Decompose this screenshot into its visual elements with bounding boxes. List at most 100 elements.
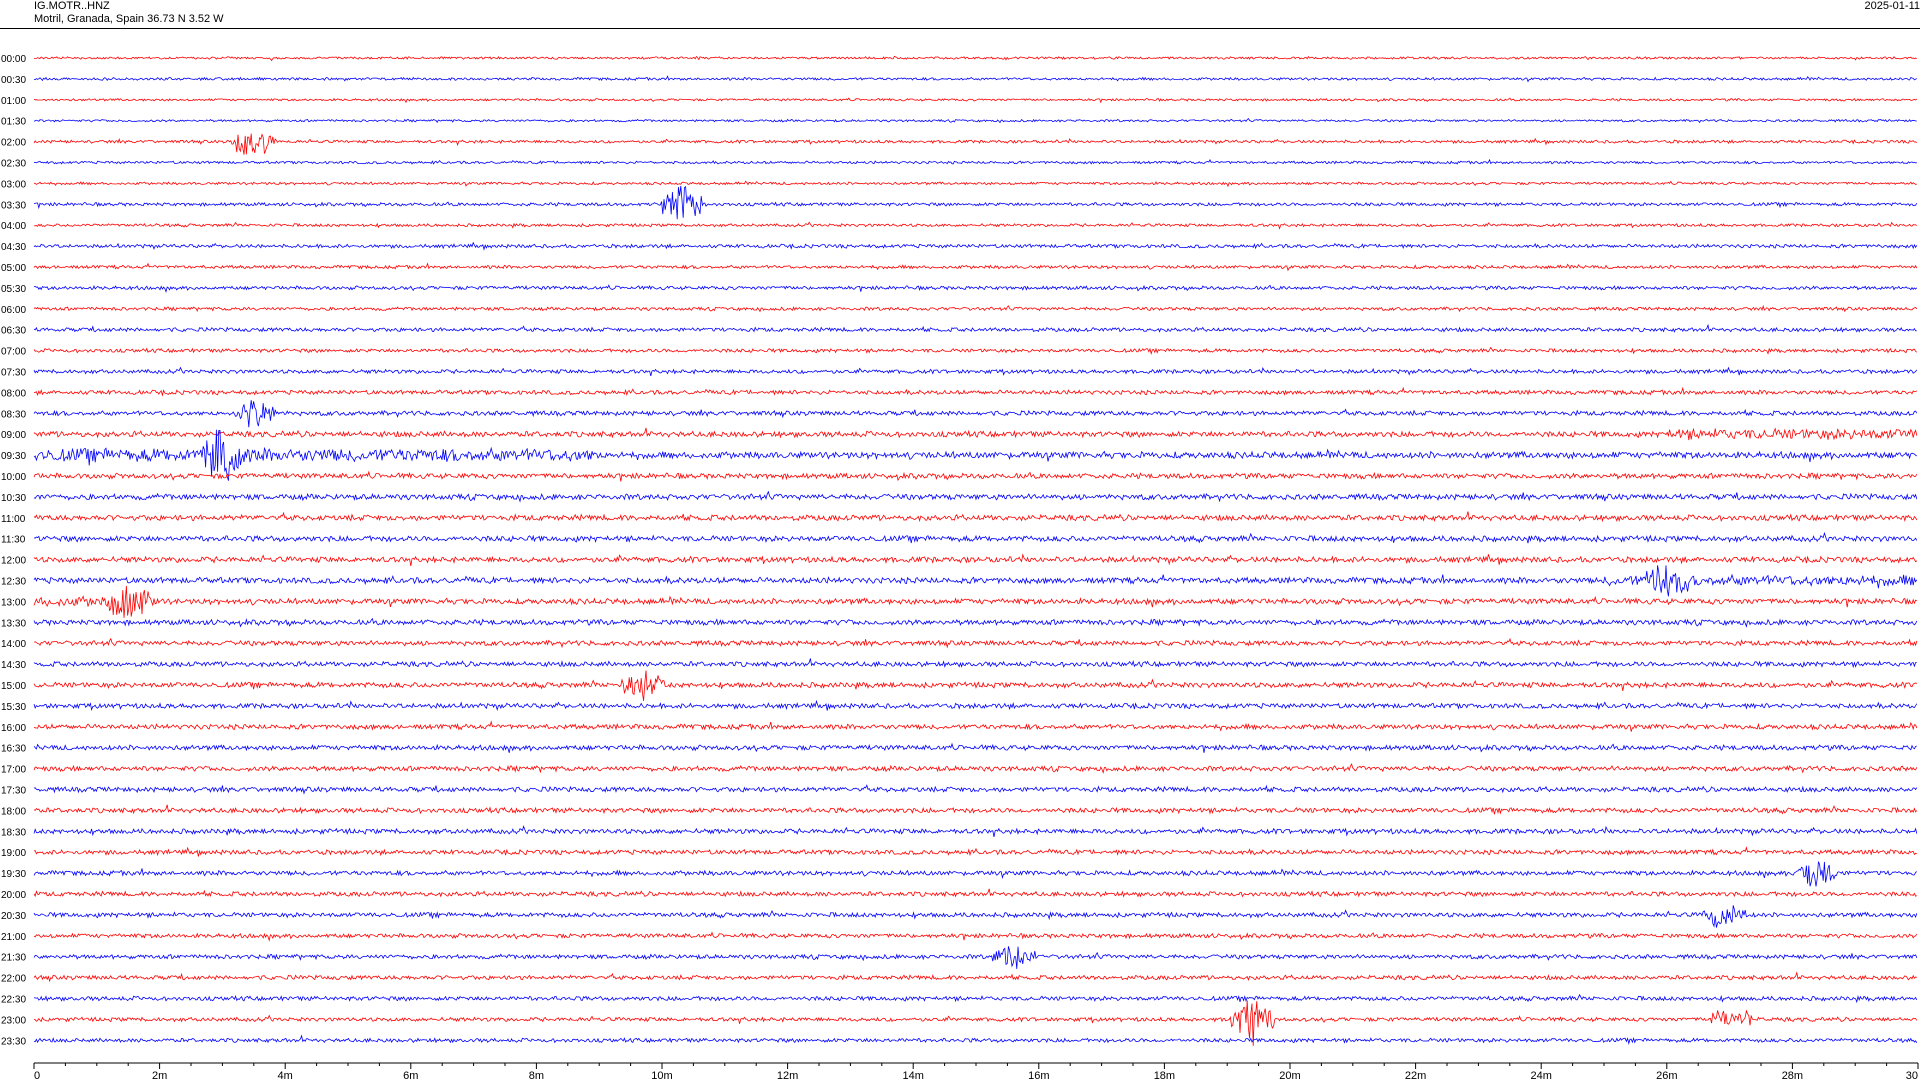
trace-line	[33, 637, 1918, 649]
row-time-label: 03:00	[1, 179, 26, 190]
row-time-label: 05:30	[1, 284, 26, 295]
trace-line	[33, 75, 1918, 83]
x-tick-label: 0	[34, 1070, 40, 1080]
trace-line	[33, 971, 1917, 983]
row-time-label: 17:00	[1, 765, 26, 776]
station-code: IG.MOTR..HNZ	[34, 0, 110, 12]
record-date: 2025-01-11	[1864, 0, 1920, 12]
trace-line	[33, 323, 1917, 333]
row-time-label: 03:30	[1, 200, 26, 211]
x-tick-label: 14m	[902, 1070, 923, 1080]
row-time-label: 15:30	[1, 702, 26, 713]
trace-line	[33, 763, 1918, 774]
trace-line	[33, 531, 1918, 544]
row-time-label: 00:00	[1, 54, 26, 65]
trace-line	[33, 366, 1918, 376]
trace-line	[33, 490, 1918, 503]
row-time-label: 11:30	[1, 535, 26, 546]
row-time-label: 08:30	[1, 409, 26, 420]
row-time-label: 04:00	[1, 221, 26, 232]
x-tick-label: 20m	[1279, 1070, 1300, 1080]
trace-line	[33, 400, 1918, 428]
trace-line	[33, 511, 1918, 523]
x-tick-label: 16m	[1028, 1070, 1049, 1080]
row-time-label: 09:30	[1, 451, 26, 462]
row-time-label: 11:00	[1, 514, 26, 525]
x-tick-label: 12m	[777, 1070, 798, 1080]
trace-line	[33, 427, 1918, 441]
row-time-label: 01:00	[1, 96, 26, 107]
row-time-label: 14:00	[1, 639, 26, 650]
row-time-label: 20:00	[1, 890, 26, 901]
x-tick-label: 28m	[1782, 1070, 1803, 1080]
x-tick-label: 8m	[529, 1070, 544, 1080]
row-time-label: 12:30	[1, 577, 26, 588]
row-time-label: 10:00	[1, 472, 26, 483]
row-time-label: 14:30	[1, 660, 26, 671]
trace-line	[33, 185, 1918, 220]
row-time-label: 16:30	[1, 744, 26, 755]
trace-line	[33, 658, 1917, 669]
row-time-label: 10:30	[1, 493, 26, 504]
trace-line	[33, 846, 1917, 857]
row-time-label: 23:30	[1, 1036, 26, 1047]
x-tick-label: 26m	[1656, 1070, 1677, 1080]
row-time-label: 12:00	[1, 556, 26, 567]
trace-line	[33, 699, 1918, 712]
trace-line	[33, 262, 1918, 272]
trace-line	[33, 804, 1918, 815]
trace-line	[33, 931, 1918, 942]
trace-line	[33, 241, 1918, 251]
trace-line	[33, 133, 1918, 155]
row-time-label: 06:00	[1, 305, 26, 316]
row-time-label: 19:30	[1, 869, 26, 880]
trace-line	[33, 346, 1918, 355]
row-time-label: 02:30	[1, 159, 26, 170]
x-tick-label: 30	[1906, 1070, 1918, 1080]
trace-line	[33, 1034, 1918, 1045]
row-time-label: 02:00	[1, 138, 26, 149]
trace-line	[33, 55, 1917, 62]
row-time-label: 16:00	[1, 723, 26, 734]
x-tick-label: 10m	[651, 1070, 672, 1080]
trace-line	[33, 470, 1918, 482]
trace-line	[33, 553, 1918, 566]
row-time-label: 13:30	[1, 618, 26, 629]
trace-line	[33, 720, 1918, 732]
row-time-label: 23:00	[1, 1015, 26, 1026]
trace-line	[33, 565, 1918, 597]
trace-line	[33, 670, 1917, 702]
x-tick-label: 4m	[278, 1070, 293, 1080]
trace-line	[33, 784, 1918, 795]
row-time-label: 06:30	[1, 326, 26, 337]
trace-line	[33, 304, 1918, 313]
row-time-label: 07:00	[1, 347, 26, 358]
row-time-label: 20:30	[1, 911, 26, 922]
station-location: Motril, Granada, Spain 36.73 N 3.52 W	[34, 13, 224, 25]
row-time-label: 18:00	[1, 806, 26, 817]
row-time-label: 17:30	[1, 786, 26, 797]
x-tick-label: 2m	[152, 1070, 167, 1080]
header-divider	[0, 28, 1920, 29]
row-time-label: 08:00	[1, 388, 26, 399]
trace-line	[33, 585, 1918, 618]
trace-line	[33, 158, 1917, 165]
row-time-label: 22:00	[1, 974, 26, 985]
trace-line	[33, 180, 1917, 188]
trace-line	[33, 825, 1918, 837]
row-time-label: 21:00	[1, 932, 26, 943]
row-time-label: 21:30	[1, 953, 26, 964]
trace-line	[33, 1000, 1918, 1046]
trace-line	[33, 284, 1918, 294]
trace-line	[33, 617, 1918, 628]
trace-line	[33, 118, 1917, 124]
x-tick-label: 24m	[1530, 1070, 1551, 1080]
trace-line	[33, 946, 1918, 969]
row-time-label: 13:00	[1, 597, 26, 608]
trace-line	[33, 742, 1917, 753]
trace-line	[33, 861, 1918, 887]
x-tick-label: 22m	[1405, 1070, 1426, 1080]
x-tick-label: 18m	[1154, 1070, 1175, 1080]
row-time-label: 18:30	[1, 827, 26, 838]
